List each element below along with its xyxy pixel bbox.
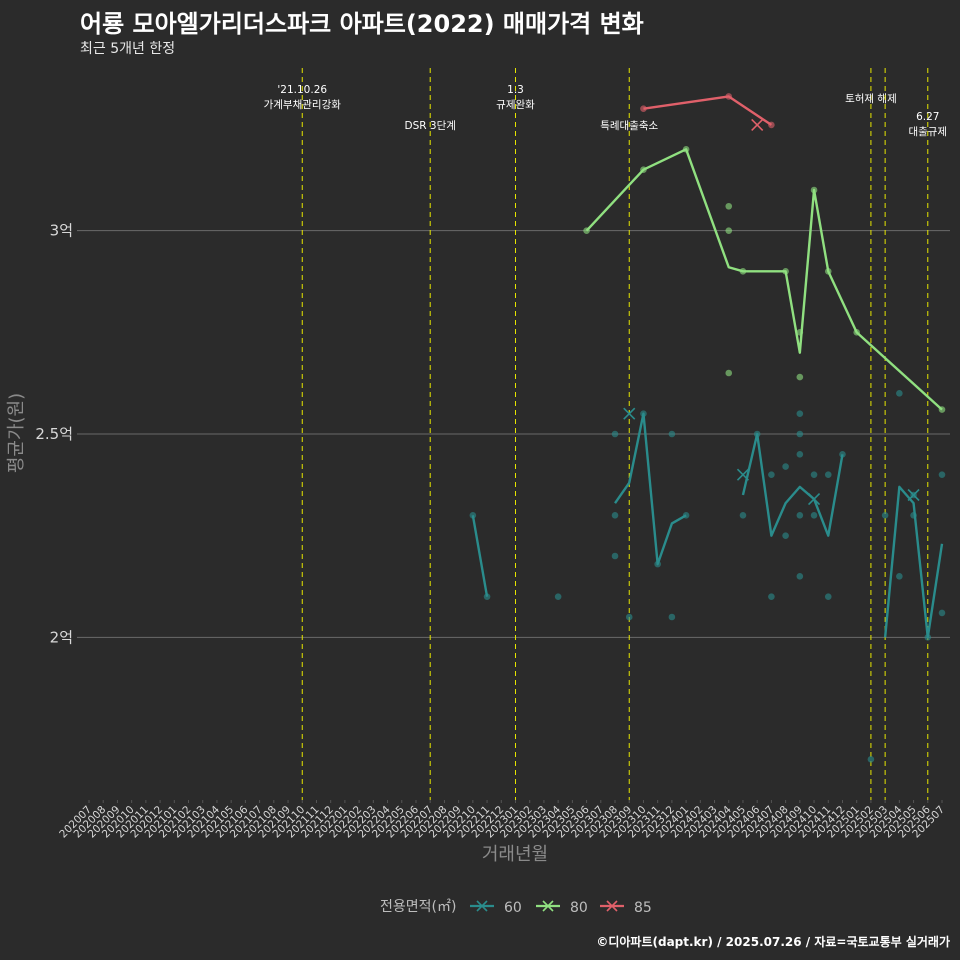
- chart-title: 어룡 모아엘가리더스파크 아파트(2022) 매매가격 변화: [80, 10, 644, 38]
- x-axis-label: 거래년월: [482, 844, 548, 865]
- series-60: [469, 390, 946, 763]
- grid-lines: [77, 230, 950, 638]
- data-point: [824, 471, 832, 478]
- data-point: [796, 373, 804, 381]
- data-point: [611, 430, 619, 438]
- legend-label-60: 60: [504, 900, 522, 916]
- data-point: [896, 573, 903, 580]
- data-point: [725, 202, 733, 210]
- cross-marker: [736, 468, 750, 481]
- cross-stroke: [907, 488, 920, 502]
- data-point: [896, 390, 903, 397]
- data-point: [768, 593, 775, 600]
- cross-marker: [907, 488, 920, 502]
- legend-key-cross: [476, 900, 488, 912]
- data-point: [938, 609, 946, 617]
- legend-label-80: 80: [570, 900, 588, 916]
- y-tick-label: 2.5억: [35, 425, 73, 443]
- series-line: [471, 515, 489, 597]
- data-point: [867, 756, 875, 763]
- data-point: [824, 593, 832, 600]
- cross-stroke: [623, 407, 636, 420]
- event-annotation: 가계부채관리강화: [264, 99, 342, 111]
- y-tick-label: 3억: [50, 222, 73, 240]
- legend-key-cross: [606, 900, 618, 912]
- series-line: [614, 412, 687, 566]
- y-axis-label: 평균가(원): [6, 393, 27, 473]
- axes-layer: 2억2.5억3억20200720200820200920201020201120…: [35, 222, 947, 841]
- series-85: [640, 93, 775, 131]
- series-line: [643, 95, 773, 126]
- cross-stroke: [736, 468, 750, 481]
- data-point: [810, 512, 818, 519]
- data-point: [668, 613, 676, 621]
- data-point: [611, 512, 619, 519]
- cross-stroke: [751, 118, 764, 131]
- data-point: [625, 613, 633, 621]
- data-point: [768, 471, 775, 478]
- cross-marker: [807, 493, 821, 506]
- data-point: [611, 552, 619, 560]
- data-point: [938, 471, 946, 478]
- data-point: [739, 512, 747, 519]
- source-caption: ©디아파트(dapt.kr) / 2025.07.26 / 자료=국토교통부 실…: [596, 935, 950, 949]
- event-annotation: DSR 3단계: [405, 120, 456, 132]
- series-line: [585, 148, 943, 411]
- data-point: [796, 451, 804, 458]
- data-point: [483, 593, 491, 600]
- y-tick-label: 2억: [50, 628, 73, 646]
- event-annotation: 1.3: [507, 84, 524, 96]
- data-point: [782, 463, 789, 470]
- data-point: [554, 593, 562, 600]
- data-point: [668, 430, 676, 438]
- data-point: [725, 369, 733, 377]
- event-annotation: 6.27: [916, 111, 939, 123]
- event-annotation: 특례대출축소: [600, 120, 658, 132]
- data-point: [881, 512, 889, 519]
- chart-subtitle: 최근 5개년 한정: [80, 41, 176, 57]
- legend-title: 전용면적(㎡): [380, 899, 456, 915]
- series-line: [883, 485, 944, 639]
- series-layer: [469, 93, 946, 763]
- data-point: [810, 471, 818, 478]
- cross-stroke: [807, 493, 821, 506]
- event-annotation: 규제완화: [496, 98, 535, 111]
- legend: 전용면적(㎡) 60 80 85: [380, 899, 652, 916]
- event-annotation: 토허제 해제: [845, 92, 897, 105]
- data-point: [725, 227, 733, 234]
- legend-label-85: 85: [634, 900, 652, 916]
- cross-marker: [751, 118, 764, 131]
- data-point: [796, 430, 804, 438]
- cross-marker: [623, 407, 636, 420]
- data-point: [796, 512, 804, 519]
- series-line: [741, 432, 844, 537]
- data-point: [796, 573, 804, 580]
- data-point: [782, 532, 789, 539]
- event-annotation: 대출규제: [908, 126, 947, 138]
- legend-key-cross: [542, 900, 554, 912]
- event-annotation: '21.10.26: [277, 84, 327, 96]
- data-point: [796, 410, 804, 417]
- series-80: [583, 146, 946, 413]
